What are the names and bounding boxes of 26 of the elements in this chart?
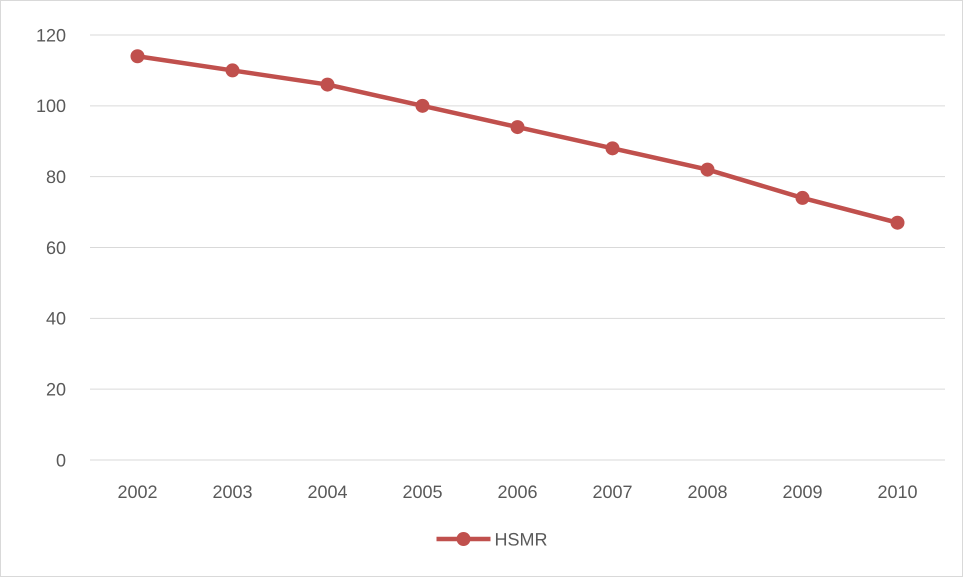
x-tick-label: 2009	[782, 482, 823, 502]
point	[320, 78, 334, 92]
y-tick-label: 120	[36, 25, 66, 46]
y-tick-label: 100	[36, 96, 66, 116]
point	[226, 63, 240, 78]
y-tick-label: 20	[46, 379, 66, 400]
point	[416, 98, 430, 113]
x-tick-label: 2008	[687, 482, 728, 502]
y-tick-label: 80	[46, 166, 66, 187]
x-tick-label: 2005	[402, 482, 443, 502]
point	[700, 162, 714, 177]
point	[890, 216, 904, 230]
x-tick-label: 2004	[307, 482, 348, 502]
x-tick-label: 2002	[117, 482, 158, 502]
y-tick-label: 0	[56, 450, 66, 470]
x-tick-label: 2007	[592, 482, 633, 502]
x-tick-label: 2010	[877, 482, 918, 502]
y-tick-label: 60	[46, 238, 66, 258]
point	[796, 190, 810, 205]
point	[130, 49, 144, 64]
x-tick-label: 2006	[497, 482, 538, 502]
x-tick-label: 2003	[212, 482, 253, 502]
y-tick-label: 40	[46, 308, 66, 329]
point	[510, 120, 524, 134]
legend-label: HSMR	[494, 529, 548, 550]
point	[606, 141, 620, 156]
